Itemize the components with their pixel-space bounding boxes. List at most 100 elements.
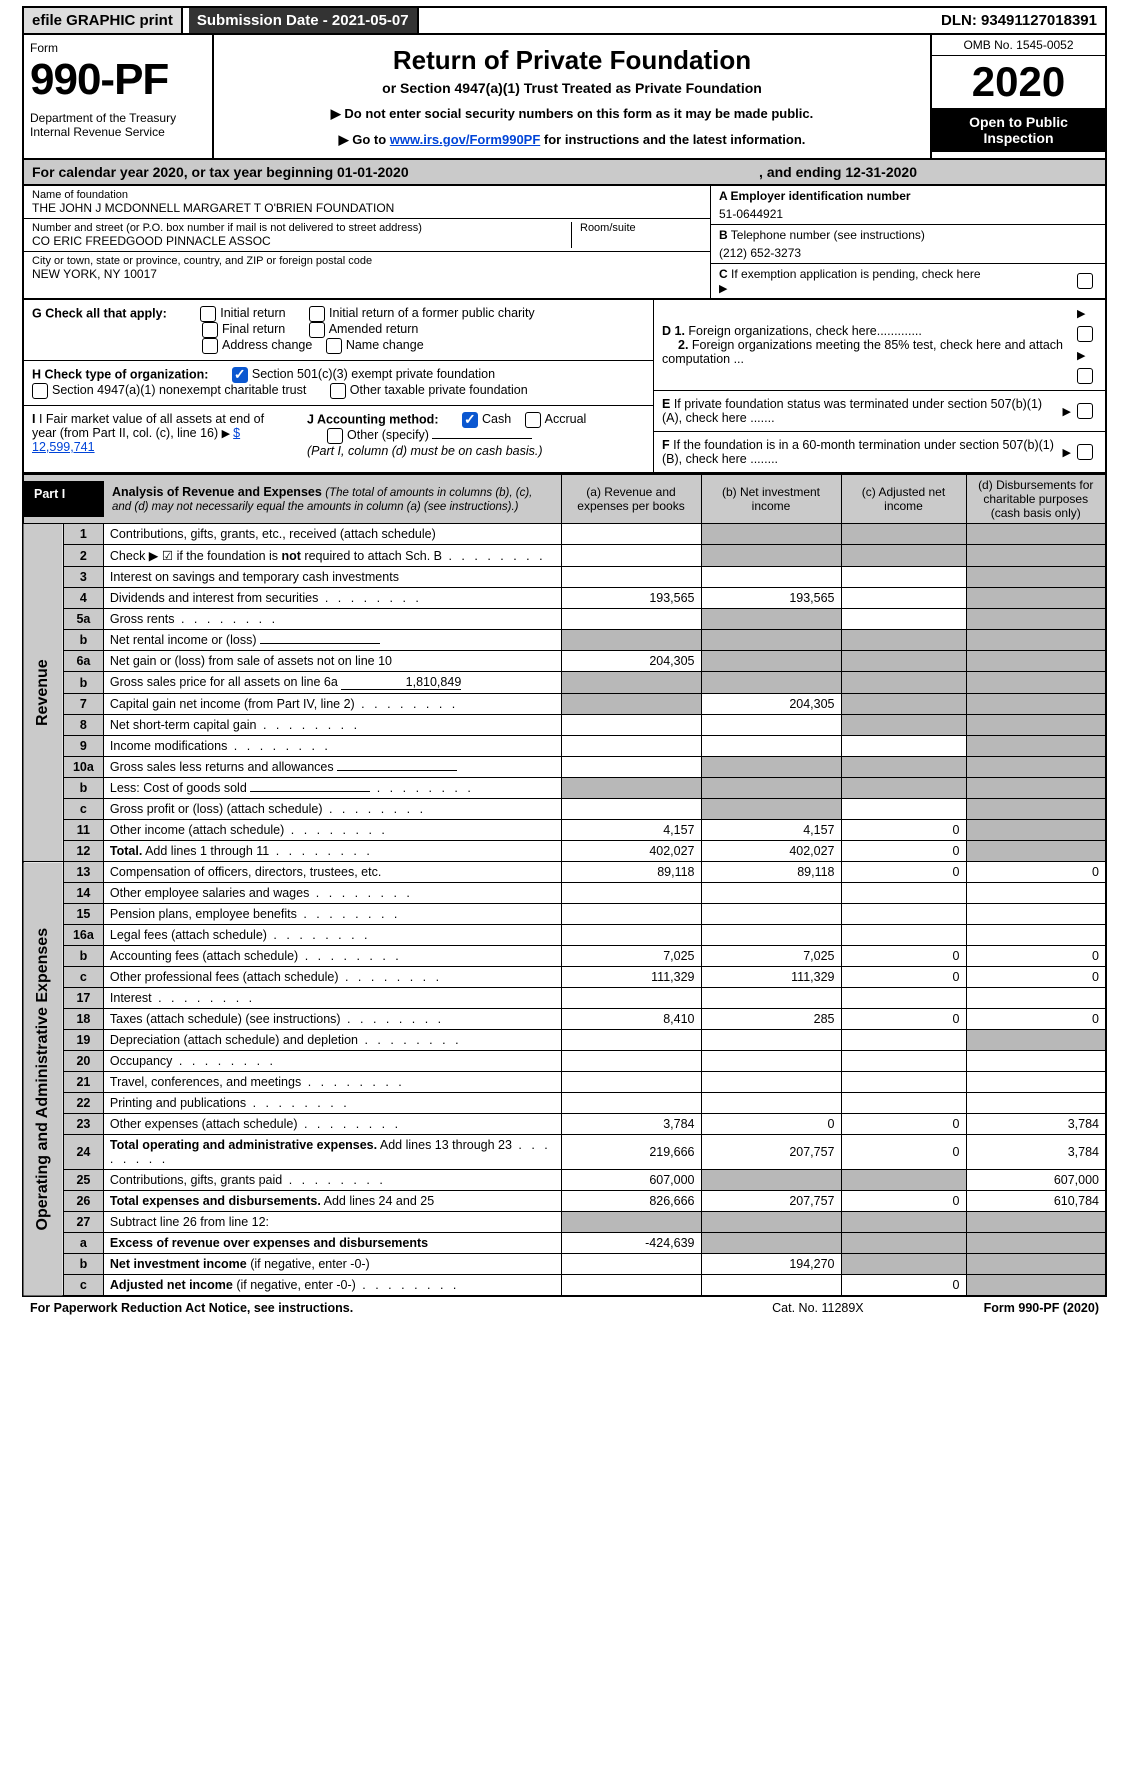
amount-cell: [561, 1051, 701, 1072]
amount-cell: [841, 1051, 966, 1072]
amount-cell: [561, 1072, 701, 1093]
amount-cell: [701, 799, 841, 820]
amount-cell: [701, 1170, 841, 1191]
amount-cell: [701, 736, 841, 757]
amount-cell: 607,000: [966, 1170, 1106, 1191]
amount-cell: [841, 883, 966, 904]
table-row: aExcess of revenue over expenses and dis…: [23, 1233, 1106, 1254]
cash-checkbox[interactable]: [462, 412, 478, 428]
final-return-checkbox[interactable]: [202, 322, 218, 338]
table-row: 8Net short-term capital gain: [23, 715, 1106, 736]
line-description: Net investment income (if negative, ente…: [103, 1254, 561, 1275]
line-description: Compensation of officers, directors, tru…: [103, 862, 561, 883]
amount-cell: [966, 757, 1106, 778]
amount-cell: [841, 1212, 966, 1233]
line-description: Check ▶ ☑ if the foundation is not requi…: [103, 545, 561, 567]
amount-cell: 4,157: [701, 820, 841, 841]
amount-cell: [561, 1030, 701, 1051]
line-description: Subtract line 26 from line 12:: [103, 1212, 561, 1233]
amount-cell: 89,118: [561, 862, 701, 883]
amount-cell: [561, 694, 701, 715]
form-word: Form: [30, 41, 206, 55]
amount-cell: [701, 1233, 841, 1254]
form-number: 990-PF: [30, 55, 206, 105]
line-number: 3: [63, 567, 103, 588]
addr-label: Number and street (or P.O. box number if…: [32, 222, 565, 234]
table-row: 26Total expenses and disbursements. Add …: [23, 1191, 1106, 1212]
line-number: 26: [63, 1191, 103, 1212]
amount-cell: [841, 925, 966, 946]
amount-cell: [701, 778, 841, 799]
amount-cell: 89,118: [701, 862, 841, 883]
amount-cell: [561, 545, 701, 567]
street-address: CO ERIC FREEDGOOD PINNACLE ASSOC: [32, 234, 565, 248]
amount-cell: 7,025: [561, 946, 701, 967]
60month-checkbox[interactable]: [1077, 444, 1093, 460]
other-taxable-checkbox[interactable]: [330, 383, 346, 399]
amount-cell: [966, 820, 1106, 841]
table-row: 19Depreciation (attach schedule) and dep…: [23, 1030, 1106, 1051]
line-number: b: [63, 630, 103, 651]
h-row: H Check type of organization: Section 50…: [24, 361, 653, 406]
amount-cell: 0: [841, 1191, 966, 1212]
line-number: 18: [63, 1009, 103, 1030]
line-number: 16a: [63, 925, 103, 946]
initial-return-checkbox[interactable]: [200, 306, 216, 322]
amount-cell: [966, 1233, 1106, 1254]
accrual-checkbox[interactable]: [525, 412, 541, 428]
table-row: 6aNet gain or (loss) from sale of assets…: [23, 651, 1106, 672]
line-description: Printing and publications: [103, 1093, 561, 1114]
foreign-85-checkbox[interactable]: [1077, 368, 1093, 384]
line-description: Occupancy: [103, 1051, 561, 1072]
address-change-checkbox[interactable]: [202, 338, 218, 354]
amount-cell: [701, 1275, 841, 1297]
amount-cell: [966, 778, 1106, 799]
amount-cell: [841, 757, 966, 778]
amount-cell: [841, 1072, 966, 1093]
topbar: efile GRAPHIC print Submission Date - 20…: [22, 6, 1107, 35]
table-row: bAccounting fees (attach schedule)7,0257…: [23, 946, 1106, 967]
terminated-checkbox[interactable]: [1077, 403, 1093, 419]
amount-cell: [841, 588, 966, 609]
table-row: bNet investment income (if negative, ent…: [23, 1254, 1106, 1275]
amount-cell: [841, 715, 966, 736]
line-number: 12: [63, 841, 103, 862]
exemption-pending-checkbox[interactable]: [1077, 273, 1093, 289]
amount-cell: 0: [841, 1009, 966, 1030]
note-ssn: Do not enter social security numbers on …: [230, 106, 914, 122]
amount-cell: 285: [701, 1009, 841, 1030]
amount-cell: [701, 1093, 841, 1114]
amount-cell: [966, 1030, 1106, 1051]
table-row: 2Check ▶ ☑ if the foundation is not requ…: [23, 545, 1106, 567]
amount-cell: 204,305: [561, 651, 701, 672]
initial-former-checkbox[interactable]: [309, 306, 325, 322]
501c3-checkbox[interactable]: [232, 367, 248, 383]
amount-cell: 826,666: [561, 1191, 701, 1212]
line-description: Adjusted net income (if negative, enter …: [103, 1275, 561, 1297]
foreign-org-checkbox[interactable]: [1077, 326, 1093, 342]
amount-cell: [841, 904, 966, 925]
line-description: Total expenses and disbursements. Add li…: [103, 1191, 561, 1212]
table-row: 14Other employee salaries and wages: [23, 883, 1106, 904]
4947-checkbox[interactable]: [32, 383, 48, 399]
amended-return-checkbox[interactable]: [309, 322, 325, 338]
ein-value: 51-0644921: [719, 203, 1097, 221]
amount-cell: [966, 609, 1106, 630]
amount-cell: 0: [966, 862, 1106, 883]
amount-cell: [701, 1030, 841, 1051]
line-description: Other professional fees (attach schedule…: [103, 967, 561, 988]
col-a: (a) Revenue and expenses per books: [561, 475, 701, 524]
amount-cell: [966, 1051, 1106, 1072]
line-number: 22: [63, 1093, 103, 1114]
amount-cell: [966, 545, 1106, 567]
line-number: 17: [63, 988, 103, 1009]
name-change-checkbox[interactable]: [326, 338, 342, 354]
irs-link[interactable]: www.irs.gov/Form990PF: [390, 132, 541, 147]
omb-number: OMB No. 1545-0052: [932, 35, 1105, 56]
line-description: Total. Add lines 1 through 11: [103, 841, 561, 862]
amount-cell: 193,565: [701, 588, 841, 609]
line-description: Net gain or (loss) from sale of assets n…: [103, 651, 561, 672]
line-number: 27: [63, 1212, 103, 1233]
other-method-checkbox[interactable]: [327, 428, 343, 444]
amount-cell: [561, 799, 701, 820]
